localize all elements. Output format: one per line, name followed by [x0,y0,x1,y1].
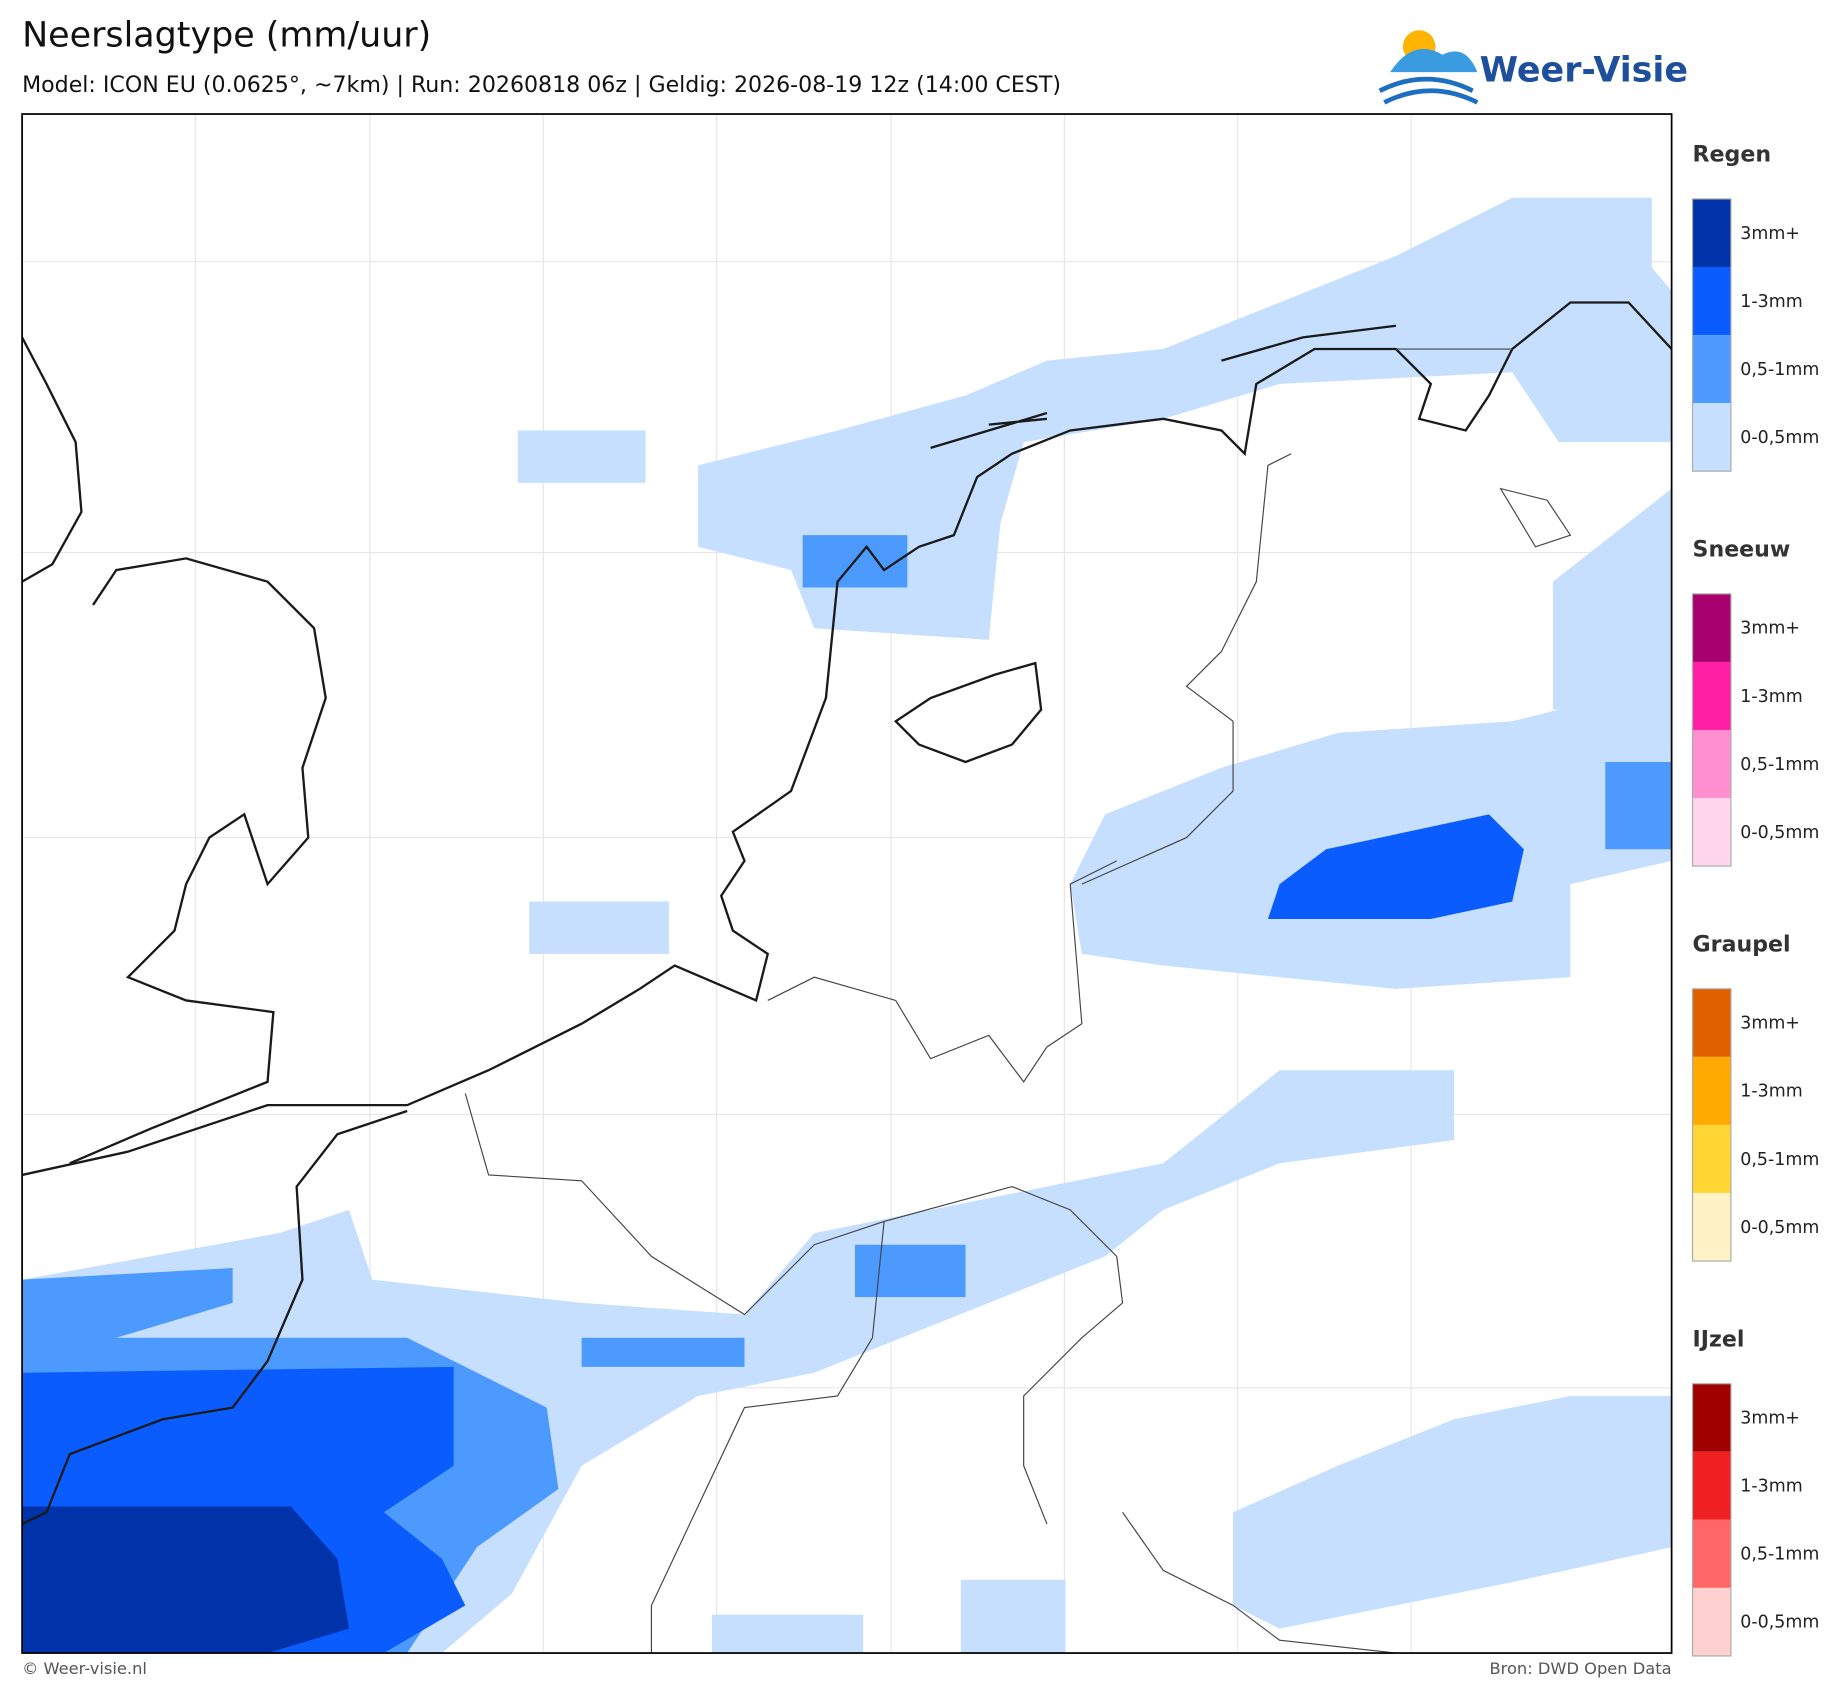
legend-border [1691,198,1732,472]
legend: Regen 3mm+ 1-3mm 0,5-1mm 0-0,5mm Sneeuw 3mm+ 1-… [1691,142,1819,1657]
legend-label: 3mm+ [1740,224,1800,244]
legend-label: 0,5-1mm [1740,360,1819,380]
legend-swatch [1692,198,1731,268]
logo-text: Weer-Visie [1480,50,1688,90]
title: Neerslagtype (mm/uur) [22,16,431,56]
legend-label: 3mm+ [1740,619,1800,639]
legend-label: 0-0,5mm [1740,428,1819,448]
legend-swatch [1692,593,1731,662]
legend-swatch [1692,1451,1731,1520]
legend-label: 0,5-1mm [1740,1545,1819,1565]
legend-swatch [1692,1587,1731,1656]
legend-swatch [1692,798,1731,867]
copyright: © Weer-visie.nl [22,1659,147,1678]
legend-title: Sneeuw [1693,537,1791,563]
map-frame [21,113,1673,1654]
legend-label: 3mm+ [1740,1014,1800,1034]
legend-label: 1-3mm [1740,1477,1802,1497]
subtitle: Model: ICON EU (0.0625°, ~7km) | Run: 20… [22,72,1061,98]
legend-swatch [1692,403,1731,472]
legend-swatch [1692,1124,1731,1193]
legend-label: 0-0,5mm [1740,1218,1819,1238]
legend-swatch [1692,661,1731,730]
legend-swatch [1692,1192,1731,1262]
legend-label: 1-3mm [1740,1082,1802,1102]
legend-border [1691,1383,1732,1657]
legend-swatch [1692,1519,1731,1588]
legend-label: 1-3mm [1740,292,1802,312]
legend-border [1691,988,1732,1262]
logo: Weer-Visie [1378,30,1688,105]
legend-swatch [1692,988,1731,1057]
legend-label: 0,5-1mm [1740,755,1819,775]
coastlines [22,301,1672,1525]
legend-border [1691,593,1732,867]
legend-label: 0,5-1mm [1740,1150,1819,1170]
map [22,114,1672,1654]
legend-swatch [1692,335,1731,404]
legend-swatch [1692,1383,1731,1452]
source: Bron: DWD Open Data [1489,1659,1671,1678]
legend-swatch [1692,1056,1731,1125]
legend-label: 3mm+ [1740,1409,1800,1429]
precipitation [22,197,1672,1654]
legend-swatch [1692,267,1731,336]
legend-label: 0-0,5mm [1740,823,1819,843]
legend-swatch [1692,729,1731,799]
legend-label: 1-3mm [1740,687,1802,707]
legend-title: Graupel [1693,932,1791,958]
legend-title: IJzel [1693,1327,1745,1353]
borders [464,348,1572,1654]
legend-label: 0-0,5mm [1740,1613,1819,1633]
legend-title: Regen [1693,142,1772,168]
